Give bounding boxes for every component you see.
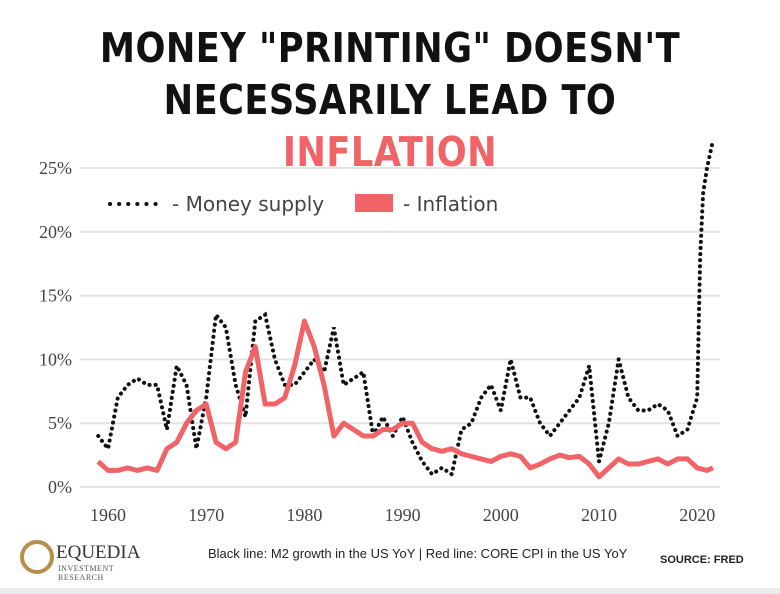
chart-note: Black line: M2 growth in the US YoY | Re…	[208, 546, 628, 561]
y-tick-label: 10%	[39, 349, 72, 369]
title-line-2: NECESSARILY LEAD TO INFLATION	[55, 74, 726, 178]
legend-money-label: - Money supply	[172, 192, 324, 216]
x-tick-label: 2020	[679, 505, 715, 525]
chart-title: MONEY "PRINTING" DOESN'T NECESSARILY LEA…	[55, 22, 726, 178]
source-label: SOURCE: FRED	[660, 554, 744, 566]
inflation-line	[96, 318, 714, 480]
x-tick-label: 1970	[188, 505, 224, 525]
logo-name: EQUEDIA	[56, 542, 141, 563]
title-line-1: MONEY "PRINTING" DOESN'T	[99, 24, 681, 72]
x-tick-label: 1980	[286, 505, 322, 525]
legend-inflation-swatch	[355, 194, 393, 212]
y-tick-label: 0%	[48, 477, 72, 497]
equedia-logo: EQUEDIA INVESTMENT RESEARCH	[20, 540, 150, 584]
title-text: NECESSARILY LEAD TO	[163, 76, 617, 124]
x-tick-label: 2010	[581, 505, 617, 525]
y-tick-label: 20%	[39, 222, 72, 242]
x-tick-label: 2000	[483, 505, 519, 525]
logo-subtitle: INVESTMENT RESEARCH	[58, 564, 114, 582]
bottom-bar	[0, 588, 780, 594]
y-tick-label: 5%	[48, 413, 72, 433]
y-tick-label: 15%	[39, 286, 72, 306]
y-tick-label: 25%	[39, 158, 72, 178]
money-supply-line	[96, 143, 714, 478]
line-chart: 0% 5% 10% 15% 20% 25% 1960 1970 1980 1990 2000 2010…	[39, 143, 720, 525]
x-tick-label: 1960	[90, 505, 126, 525]
logo-q-icon	[20, 540, 54, 574]
footer: EQUEDIA INVESTMENT RESEARCH Black line: …	[0, 532, 780, 588]
legend-inflation-label: - Inflation	[403, 192, 498, 216]
x-tick-label: 1990	[385, 505, 421, 525]
legend: - Money supply - Inflation	[108, 192, 498, 216]
